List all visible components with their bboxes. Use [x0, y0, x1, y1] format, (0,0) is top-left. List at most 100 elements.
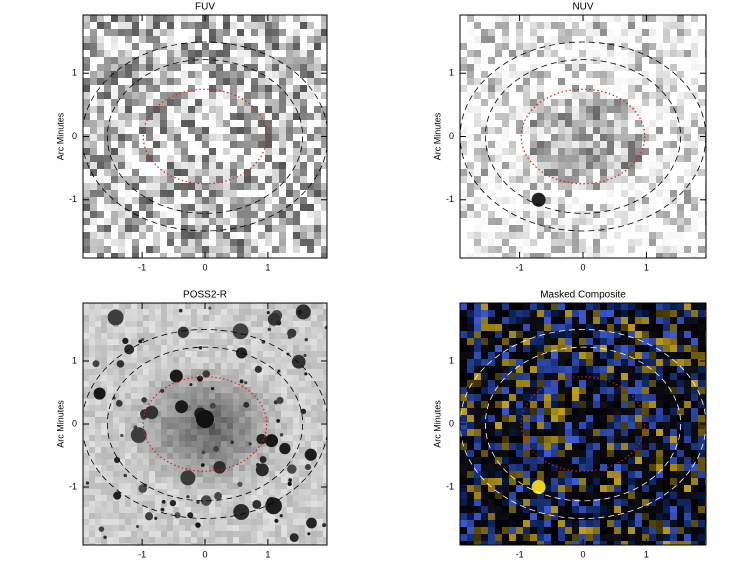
pixel [495, 29, 502, 36]
pixel [131, 489, 137, 495]
pixel [233, 423, 239, 429]
pixel [509, 380, 516, 387]
pixel [83, 148, 90, 155]
pixel [600, 246, 607, 253]
pixel [523, 197, 530, 204]
star [208, 306, 212, 310]
pixel [227, 507, 233, 513]
pixel [251, 447, 257, 453]
pixel [307, 36, 314, 43]
star [275, 320, 282, 326]
pixel [642, 225, 649, 232]
pixel [635, 253, 642, 258]
pixel [614, 113, 621, 120]
pixel [125, 399, 131, 405]
pixel [174, 43, 181, 50]
pixel [269, 363, 275, 369]
pixel [299, 507, 305, 513]
pixel [502, 15, 509, 22]
pixel [621, 92, 628, 99]
pixel [474, 366, 481, 373]
pixel [691, 338, 698, 345]
pixel [565, 148, 572, 155]
pixel [614, 373, 621, 380]
pixel [293, 99, 300, 106]
pixel [257, 453, 263, 459]
pixel [233, 483, 239, 489]
pixel [203, 309, 209, 315]
pixel [174, 92, 181, 99]
pixel [323, 375, 327, 381]
pixel [691, 148, 698, 155]
pixel [621, 141, 628, 148]
pixel [317, 507, 323, 513]
pixel [537, 225, 544, 232]
pixel [642, 162, 649, 169]
pixel [155, 489, 161, 495]
pixel [281, 423, 287, 429]
pixel [111, 148, 118, 155]
pixel [572, 176, 579, 183]
pixel [684, 127, 691, 134]
pixel [684, 253, 691, 258]
pixel [125, 501, 131, 507]
pixel [153, 15, 160, 22]
pixel [488, 190, 495, 197]
pixel [649, 394, 656, 401]
pixel [89, 363, 95, 369]
pixel [537, 253, 544, 258]
pixel [155, 405, 161, 411]
pixel [600, 57, 607, 64]
pixel [153, 253, 160, 258]
pixel [258, 71, 265, 78]
pixel [203, 441, 209, 447]
pixel [113, 411, 119, 417]
pixel [137, 519, 143, 525]
pixel [530, 303, 537, 310]
pixel [286, 134, 293, 141]
pixel [300, 78, 307, 85]
pixel [635, 148, 642, 155]
pixel [161, 321, 167, 327]
pixel [272, 204, 279, 211]
pixel [155, 327, 161, 333]
star [169, 499, 177, 507]
pixel [293, 148, 300, 155]
pixel [523, 380, 530, 387]
pixel [233, 369, 239, 375]
pixel [104, 113, 111, 120]
pixel [305, 441, 311, 447]
pixel [516, 401, 523, 408]
pixel [579, 43, 586, 50]
pixel [293, 519, 299, 525]
pixel [197, 309, 203, 315]
pixel [221, 381, 227, 387]
pixel [481, 408, 488, 415]
pixel [202, 120, 209, 127]
pixel [286, 92, 293, 99]
pixel [269, 345, 275, 351]
pixel [281, 429, 287, 435]
pixel [286, 148, 293, 155]
pixel [488, 85, 495, 92]
pixel [160, 43, 167, 50]
pixel [95, 465, 101, 471]
pixel [244, 155, 251, 162]
pixel [572, 246, 579, 253]
pixel [300, 225, 307, 232]
pixel [258, 218, 265, 225]
pixel [223, 232, 230, 239]
pixel [257, 525, 263, 531]
pixel [245, 357, 251, 363]
pixel [300, 204, 307, 211]
pixel [628, 338, 635, 345]
pixel [572, 169, 579, 176]
pixel [139, 204, 146, 211]
pixel [537, 422, 544, 429]
pixel [684, 380, 691, 387]
pixel [269, 375, 275, 381]
pixel [174, 134, 181, 141]
pixel [173, 501, 179, 507]
pixel [307, 78, 314, 85]
pixel [551, 239, 558, 246]
